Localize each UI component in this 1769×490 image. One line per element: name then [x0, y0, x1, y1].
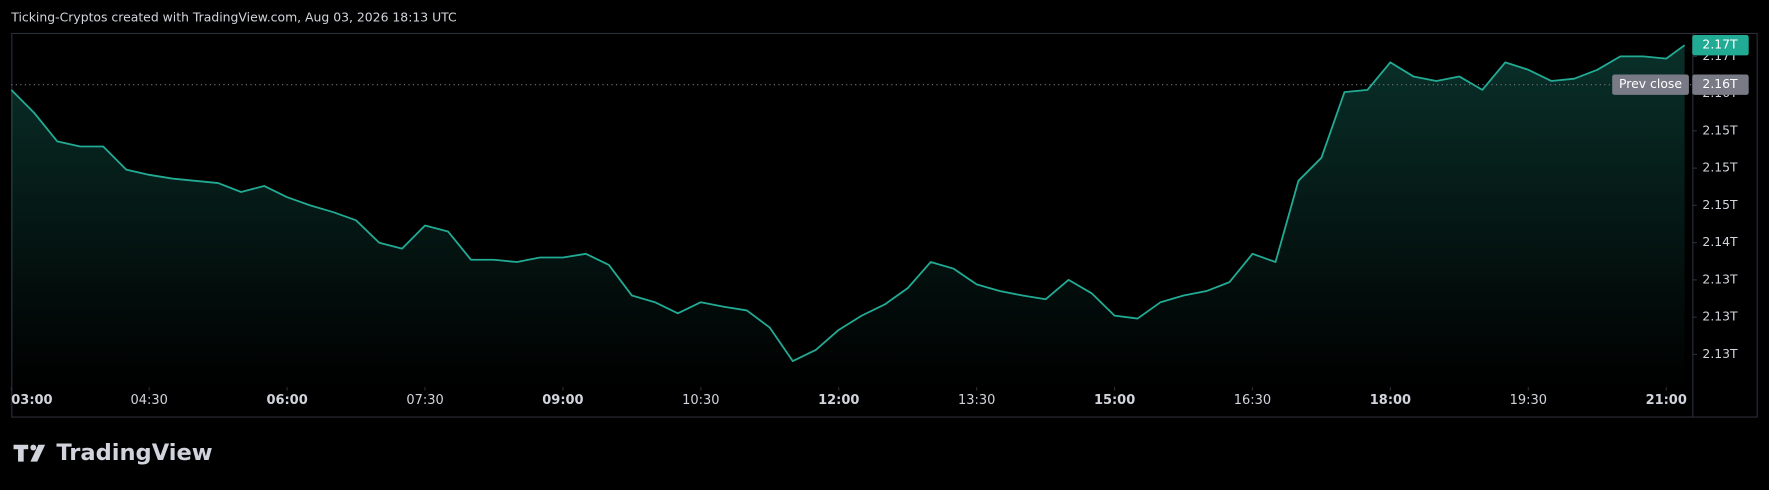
chart-title: Ticking-Cryptos created with TradingView…	[10, 10, 456, 25]
area	[11, 45, 1685, 388]
prev-close-box	[1612, 74, 1689, 95]
y-tick-label: 2.13T	[1702, 309, 1738, 324]
y-tick-label: 2.15T	[1702, 122, 1738, 137]
brand-name: TradingView	[56, 440, 212, 466]
prev-close-label: Prev close	[1619, 76, 1682, 91]
x-tick-label: 19:30	[1510, 393, 1547, 408]
x-tick-label: 06:00	[266, 393, 307, 408]
line	[10, 44, 1686, 362]
x-tick-label: 15:00	[1094, 393, 1135, 408]
x-tick-label: 10:30	[682, 393, 719, 408]
prev-close-value-label: 2.16T	[1702, 76, 1738, 91]
y-tick-label: 2.15T	[1702, 160, 1738, 175]
x-tick-label: 16:30	[1234, 393, 1271, 408]
x-tick-label: 18:00	[1370, 393, 1411, 408]
x-tick-label: 09:00	[542, 393, 583, 408]
x-tick-label: 07:30	[406, 393, 443, 408]
plot: 2.17T 2.16T 2.15T 2.15T 2.15T 2.14T 2.13T 2.13T…	[10, 35, 1749, 408]
x-tick-label: 21:00	[1646, 393, 1687, 408]
x-tick-label: 03:00	[11, 393, 52, 408]
y-tick-label: 2.13T	[1702, 271, 1738, 286]
x-tick-label: 13:30	[958, 393, 995, 408]
y-tick-label: 2.13T	[1702, 346, 1738, 361]
y-tick-label: 2.14T	[1702, 234, 1738, 249]
last-value-tag	[1692, 35, 1749, 56]
last-value-label: 2.17T	[1702, 37, 1738, 52]
prev-close-tag	[1692, 74, 1749, 95]
x-tick-label: 04:30	[131, 393, 168, 408]
brand-logo	[13, 444, 46, 462]
x-tick-label: 12:00	[818, 393, 859, 408]
y-tick-label: 2.15T	[1702, 197, 1738, 212]
